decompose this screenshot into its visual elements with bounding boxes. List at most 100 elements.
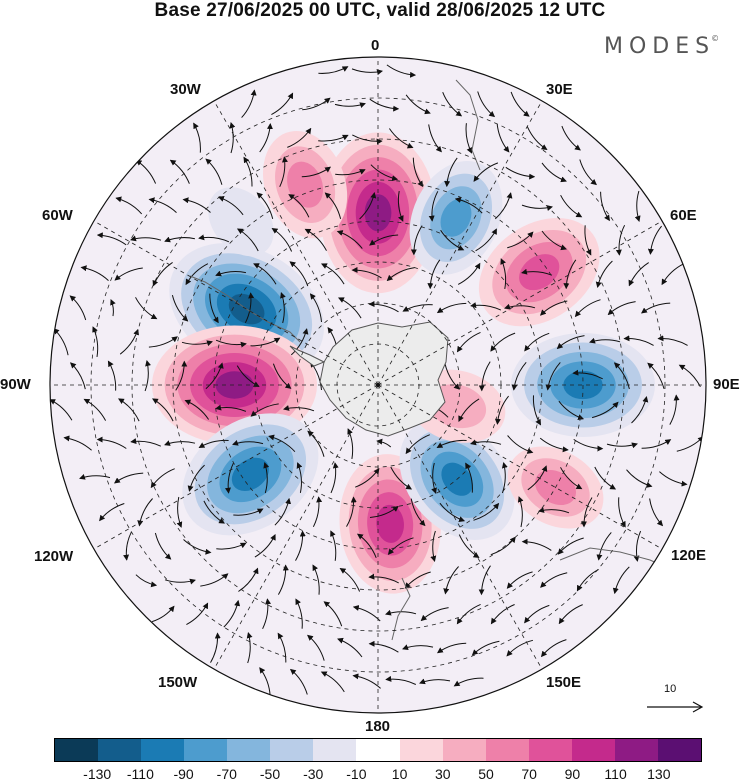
wind-vector — [370, 164, 399, 182]
meridian-label-120w: 120W — [34, 548, 74, 565]
wind-vector — [560, 194, 583, 218]
meridian-line — [213, 100, 379, 386]
wind-vector — [96, 232, 127, 246]
wind-vector — [135, 574, 158, 588]
wind-vector — [256, 192, 274, 220]
wind-vector — [540, 639, 567, 658]
wind-vector — [83, 398, 107, 421]
wind-vector — [279, 156, 288, 188]
wind-vector — [181, 340, 213, 347]
meridian-label-60e: 60E — [670, 207, 697, 224]
colorbar-tick-label: 30 — [435, 766, 451, 782]
wind-vector — [274, 497, 292, 526]
colorbar-swatch-11 — [528, 739, 572, 761]
wind-vector — [473, 162, 499, 182]
wind-vector — [458, 534, 480, 558]
wind-vector — [175, 360, 188, 391]
colorbar-swatch-9 — [442, 739, 486, 761]
wind-vector — [309, 293, 322, 323]
wind-vector — [369, 234, 399, 246]
wind-vector — [453, 677, 484, 687]
meridian-label-30e: 30E — [546, 81, 573, 98]
wind-vector — [431, 462, 437, 494]
wind-vector — [232, 439, 264, 446]
wind-vector — [532, 395, 542, 426]
wind-vector — [185, 263, 209, 286]
wind-vector — [244, 292, 255, 324]
wind-vector — [436, 642, 467, 654]
meridian-label-0: 0 — [371, 37, 380, 54]
wind-vector — [579, 159, 597, 186]
colorbar-tick-label: 110 — [604, 766, 627, 782]
wind-vector — [618, 497, 626, 528]
wind-vector — [465, 462, 473, 493]
wind-vector — [478, 565, 491, 596]
wind-vector — [490, 536, 516, 556]
wind-vector — [323, 601, 343, 627]
wind-vector — [387, 537, 414, 555]
wind-vector — [456, 331, 481, 353]
wind-vector — [334, 102, 366, 109]
wind-vector — [169, 159, 190, 184]
wind-vector — [607, 301, 636, 316]
wind-vector — [507, 231, 534, 249]
wind-vector — [402, 644, 434, 650]
anomaly-center-12 — [208, 187, 274, 257]
wind-vector — [574, 299, 601, 318]
wind-vector — [107, 360, 117, 391]
colorbar-tick-label: 90 — [564, 766, 581, 782]
wind-vector — [79, 473, 111, 480]
wind-vector — [347, 428, 354, 459]
wind-vector — [209, 293, 219, 324]
wind-vector — [510, 91, 530, 117]
wind-vector — [277, 632, 287, 663]
wind-vector — [470, 302, 502, 311]
wind-vector — [572, 369, 603, 380]
wind-vector — [584, 225, 592, 256]
wind-vector — [612, 566, 630, 595]
meridian-label-150w: 150W — [158, 674, 198, 691]
wind-vector — [114, 267, 143, 281]
wind-vector — [115, 196, 143, 215]
wind-vector — [647, 362, 665, 389]
colorbar-swatch-2 — [141, 739, 185, 761]
wind-vector — [152, 261, 173, 287]
wind-vector — [500, 258, 507, 289]
wind-vector — [352, 134, 383, 145]
wind-vector — [110, 298, 116, 317]
wind-vector — [420, 607, 449, 622]
colorbar-tick-label: -90 — [173, 766, 194, 782]
wind-vector — [50, 399, 73, 421]
wind-vector — [289, 668, 308, 695]
wind-vector — [215, 404, 247, 412]
wind-vector — [404, 571, 431, 589]
wind-vector — [561, 125, 581, 151]
wind-vector — [176, 496, 183, 528]
wind-vector — [289, 261, 309, 287]
anomaly-center-10 — [409, 160, 503, 275]
antarctica-landmass — [319, 321, 449, 437]
anomaly-center-0 — [320, 132, 436, 294]
colorbar-swatch-13 — [614, 739, 658, 761]
contour-level — [287, 161, 324, 208]
wind-vector — [224, 462, 234, 494]
wind-vector — [541, 162, 567, 183]
wind-vector — [304, 228, 327, 251]
wind-vector — [272, 363, 292, 389]
wind-vector — [419, 678, 451, 685]
wind-vector — [439, 502, 466, 522]
wind-vector — [150, 468, 175, 489]
africa-coast — [455, 79, 481, 171]
wind-vector — [69, 362, 86, 390]
wind-vector — [678, 364, 701, 388]
parallel-line — [131, 138, 625, 632]
wind-vector — [259, 667, 271, 697]
wind-vector — [295, 530, 306, 561]
wind-vector — [198, 234, 230, 243]
wind-vector — [336, 230, 363, 249]
wind-vector — [263, 462, 270, 494]
wind-vector — [659, 471, 688, 487]
wind-vector — [369, 98, 400, 112]
wind-vector — [496, 124, 510, 153]
meridian-label-90e: 90E — [713, 376, 740, 393]
